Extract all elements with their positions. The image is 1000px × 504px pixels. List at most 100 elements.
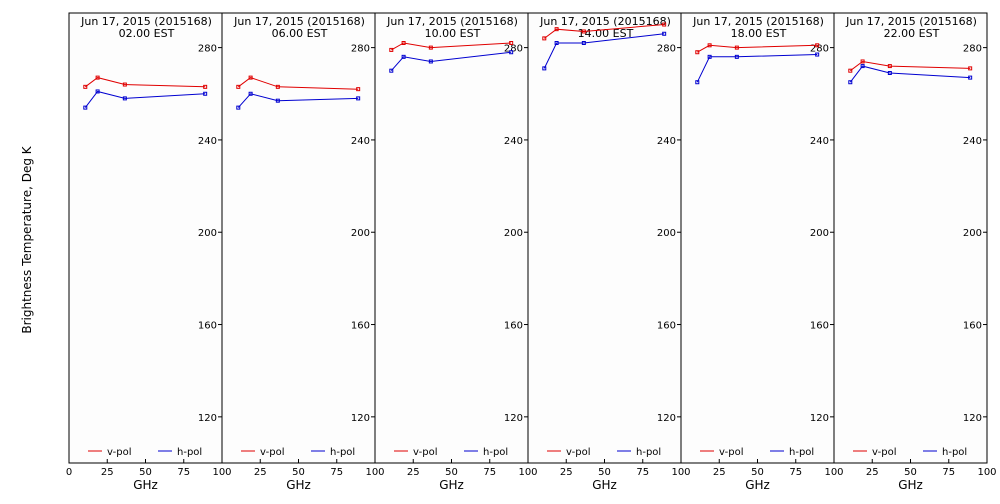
- x-tick-label: 100: [824, 467, 843, 478]
- panel-subtitle-4: 14.00 EST: [578, 27, 634, 40]
- y-tick-label: 200: [198, 228, 217, 239]
- data-point-v-pol: [662, 22, 667, 27]
- y-tick-label: 120: [810, 413, 829, 424]
- legend-label-v-pol: v-pol: [413, 447, 438, 458]
- x-axis-title-6: GHz: [898, 478, 923, 492]
- y-tick-label: 240: [504, 136, 523, 147]
- data-point-v-pol: [848, 68, 853, 73]
- y-tick-label: 200: [963, 228, 982, 239]
- series-line-v-pol: [391, 42, 512, 51]
- panel-subtitle-2: 06.00 EST: [272, 27, 328, 40]
- data-point-h-pol: [389, 68, 394, 73]
- series-line-v-pol: [238, 77, 359, 90]
- legend-label-v-pol: v-pol: [566, 447, 591, 458]
- panel-title-3: Jun 17, 2015 (2015168): [386, 15, 518, 28]
- legend-label-h-pol: h-pol: [177, 447, 202, 458]
- data-point-v-pol: [860, 59, 865, 64]
- y-tick-label: 240: [963, 136, 982, 147]
- data-point-h-pol: [860, 64, 865, 69]
- data-point-h-pol: [887, 71, 892, 75]
- y-axis-title: Brightness Temperature, Deg K: [20, 145, 34, 333]
- legend-label-h-pol: h-pol: [942, 447, 967, 458]
- data-point-v-pol: [122, 82, 127, 87]
- legend-label-v-pol: v-pol: [260, 447, 285, 458]
- legend-label-v-pol: v-pol: [107, 447, 132, 458]
- x-axis-title-2: GHz: [286, 478, 311, 492]
- y-tick-label: 120: [351, 413, 370, 424]
- panel-frame-5: [680, 12, 835, 464]
- y-tick-label: 120: [504, 413, 523, 424]
- data-point-v-pol: [734, 45, 739, 50]
- data-point-v-pol: [356, 87, 361, 92]
- x-axis-title-4: GHz: [592, 478, 617, 492]
- panel-title-2: Jun 17, 2015 (2015168): [233, 15, 365, 28]
- series-line-h-pol: [543, 33, 665, 69]
- data-point-h-pol: [356, 96, 361, 101]
- y-tick-label: 240: [198, 136, 217, 147]
- y-tick-label: 160: [198, 321, 217, 332]
- data-point-h-pol: [848, 80, 853, 85]
- data-point-h-pol: [734, 54, 739, 59]
- x-tick-label: 50: [139, 467, 152, 478]
- x-tick-label: 75: [789, 467, 802, 478]
- x-tick-label: 25: [866, 467, 879, 478]
- data-point-v-pol: [389, 47, 394, 52]
- x-tick-label: 25: [713, 467, 726, 478]
- y-tick-label: 200: [810, 228, 829, 239]
- x-tick-label: 75: [942, 467, 955, 478]
- data-point-v-pol: [707, 43, 712, 48]
- data-point-h-pol: [122, 96, 127, 101]
- x-tick-label: 25: [101, 467, 114, 478]
- data-point-h-pol: [401, 54, 406, 59]
- x-tick-label: 50: [292, 467, 305, 478]
- data-point-v-pol: [695, 50, 700, 55]
- x-axis-title-1: GHz: [133, 478, 158, 492]
- data-point-v-pol: [554, 27, 559, 32]
- series-line-v-pol: [697, 44, 818, 53]
- panel-subtitle-6: 22.00 EST: [884, 27, 940, 40]
- x-tick-label: 100: [518, 467, 537, 478]
- y-tick-label: 160: [963, 321, 982, 332]
- data-point-h-pol: [968, 75, 973, 80]
- panel-subtitle-5: 18.00 EST: [731, 27, 787, 40]
- series-line-h-pol: [84, 90, 206, 108]
- x-tick-label: 25: [254, 467, 267, 478]
- data-point-h-pol: [662, 31, 667, 36]
- data-point-v-pol: [542, 36, 547, 41]
- y-tick-label: 280: [963, 44, 982, 55]
- data-point-v-pol: [95, 75, 100, 80]
- y-tick-label: 120: [963, 413, 982, 424]
- y-tick-label: 240: [657, 136, 676, 147]
- data-point-v-pol: [275, 84, 280, 89]
- data-point-v-pol: [428, 45, 433, 50]
- data-point-h-pol: [707, 54, 712, 59]
- series-line-v-pol: [544, 24, 665, 39]
- panel-title-1: Jun 17, 2015 (2015168): [80, 15, 212, 28]
- data-point-h-pol: [428, 59, 433, 64]
- x-tick-label: 0: [66, 467, 72, 478]
- x-tick-label: 75: [483, 467, 496, 478]
- y-tick-label: 240: [351, 136, 370, 147]
- x-tick-label: 50: [904, 467, 917, 478]
- data-point-v-pol: [83, 84, 88, 89]
- data-point-h-pol: [509, 50, 514, 55]
- series-line-h-pol: [849, 65, 971, 83]
- y-tick-label: 120: [657, 413, 676, 424]
- series-line-v-pol: [85, 77, 206, 88]
- x-tick-label: 50: [445, 467, 458, 478]
- legend-label-v-pol: v-pol: [872, 447, 897, 458]
- x-tick-label: 50: [598, 467, 611, 478]
- data-point-v-pol: [968, 66, 973, 71]
- y-tick-label: 280: [351, 44, 370, 55]
- data-point-h-pol: [83, 105, 88, 110]
- y-tick-label: 280: [504, 44, 523, 55]
- data-point-v-pol: [815, 43, 820, 48]
- series-line-h-pol: [237, 93, 359, 108]
- data-point-v-pol: [581, 29, 586, 34]
- x-tick-label: 50: [751, 467, 764, 478]
- y-tick-label: 160: [504, 321, 523, 332]
- data-point-h-pol: [236, 105, 241, 110]
- x-tick-label: 75: [330, 467, 343, 478]
- x-tick-label: 100: [977, 467, 996, 478]
- y-tick-label: 120: [198, 413, 217, 424]
